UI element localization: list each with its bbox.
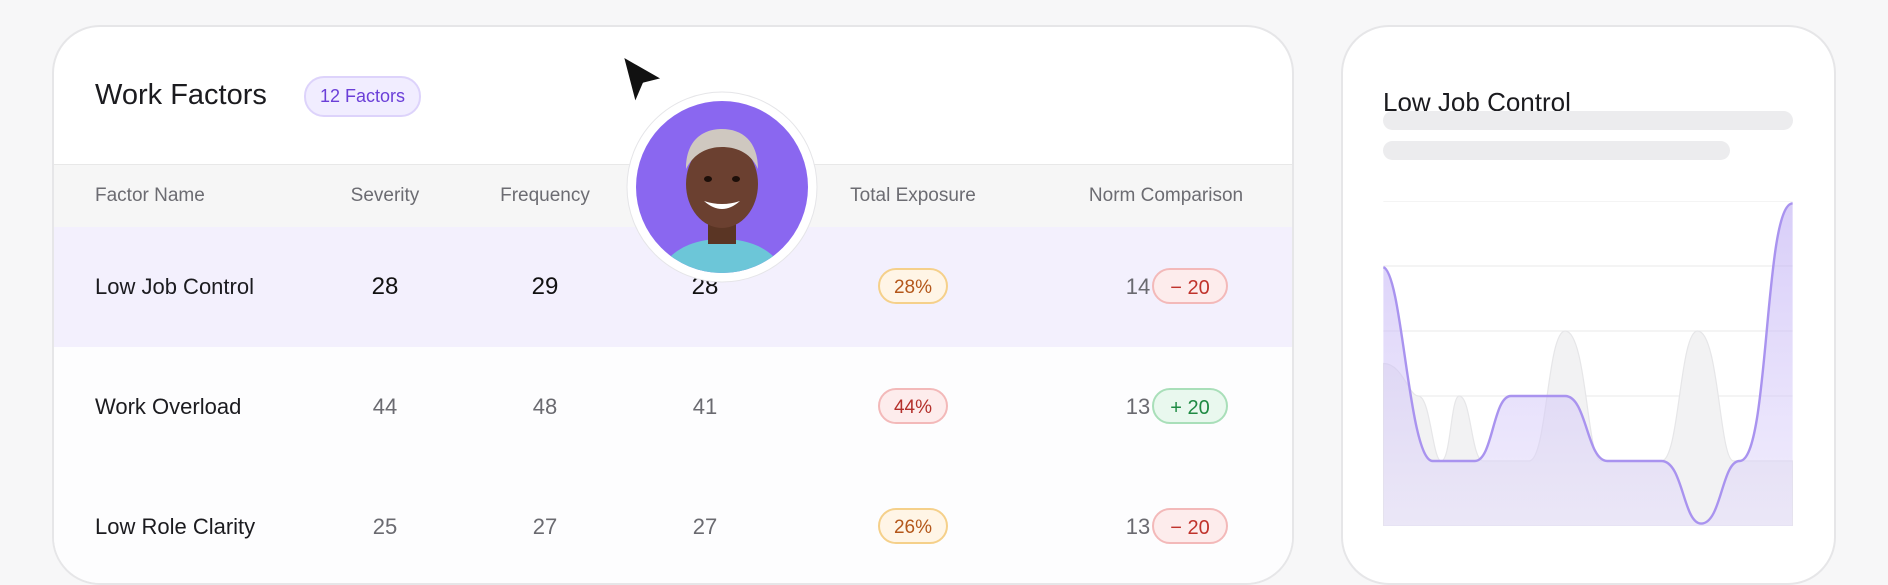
column-header: Factor Name xyxy=(95,185,205,206)
card-title: Work Factors xyxy=(95,79,267,111)
skeleton-line xyxy=(1383,141,1730,160)
wave-line xyxy=(1383,202,1793,525)
column-header: Total Exposure xyxy=(850,185,976,206)
norm-value: 14 xyxy=(1125,274,1151,299)
exposure-pill: 26% xyxy=(878,508,948,544)
column-header: Norm Comparison xyxy=(1088,185,1244,206)
column-header: Severity xyxy=(350,185,420,206)
score-cell: 44 xyxy=(372,394,398,419)
exposure-pill: 28% xyxy=(878,268,948,304)
wave-area xyxy=(1383,203,1793,526)
skeleton-line xyxy=(1383,111,1793,130)
table-row: Low Role Clarity 25 27 27 26% 13− 20 xyxy=(54,467,1292,583)
count-badge: 12 Factors xyxy=(304,76,422,117)
column-header: Frequency xyxy=(500,185,590,206)
delta-pill: − 20 xyxy=(1152,508,1228,544)
detail-card: Low Job Control xyxy=(1341,25,1836,585)
score-cell: 41 xyxy=(692,394,718,419)
page: Work Factors html, body { margin: 0; pad… xyxy=(52,25,1836,585)
factor-name: Low Role Clarity xyxy=(95,514,256,539)
factor-name: Low Job Control xyxy=(95,274,254,299)
score-cell: 27 xyxy=(532,514,558,539)
page-body: {"header": {"title": "Work Factors", "ba… xyxy=(52,25,1836,585)
score-cell: 25 xyxy=(372,514,398,539)
cursor xyxy=(620,53,666,107)
table-row: Work Overload 44 48 41 44% 13 + 20 xyxy=(54,347,1292,468)
avatar xyxy=(626,91,818,283)
exposure-pill: 44% xyxy=(878,388,948,424)
score-cell: 27 xyxy=(692,514,718,539)
score-cell: 29 xyxy=(531,273,559,300)
score-cell: 48 xyxy=(532,394,558,419)
score-cell: 28 xyxy=(371,273,399,300)
delta-pill: − 20 xyxy=(1152,268,1228,304)
factor-name: Work Overload xyxy=(95,394,242,419)
wave-chart xyxy=(1383,201,1793,526)
norm-value: 13 xyxy=(1125,514,1151,539)
norm-value: 13 xyxy=(1125,394,1151,419)
delta-pill: + 20 xyxy=(1152,388,1228,424)
